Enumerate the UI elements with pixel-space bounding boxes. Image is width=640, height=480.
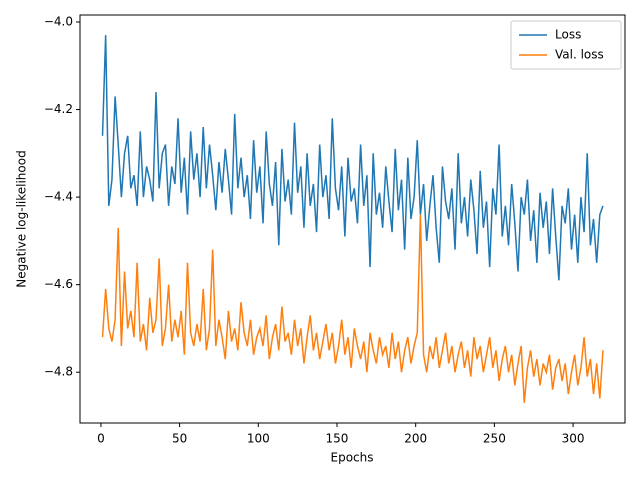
x-tick-label: 0: [97, 432, 105, 446]
y-tick-label: −4.6: [44, 277, 73, 291]
x-axis-label: Epochs: [331, 451, 374, 465]
series-line: [101, 214, 604, 403]
y-tick-label: −4.8: [44, 365, 73, 379]
plot-frame: [79, 14, 626, 424]
legend-label: Loss: [555, 28, 581, 42]
x-tick-label: 50: [172, 432, 187, 446]
y-tick-label: −4.2: [44, 102, 73, 116]
y-tick-label: −4.0: [44, 15, 73, 29]
x-tick-label: 150: [326, 432, 349, 446]
x-tick-label: 100: [247, 432, 270, 446]
series-line: [101, 35, 604, 281]
legend-box: [510, 20, 622, 70]
x-tick-label: 250: [483, 432, 506, 446]
legend-label: Val. loss: [555, 48, 604, 62]
y-axis-label: Negative log-likelihood: [15, 150, 29, 287]
y-tick-label: −4.4: [44, 190, 73, 204]
x-tick-label: 300: [562, 432, 585, 446]
x-tick-label: 200: [404, 432, 427, 446]
